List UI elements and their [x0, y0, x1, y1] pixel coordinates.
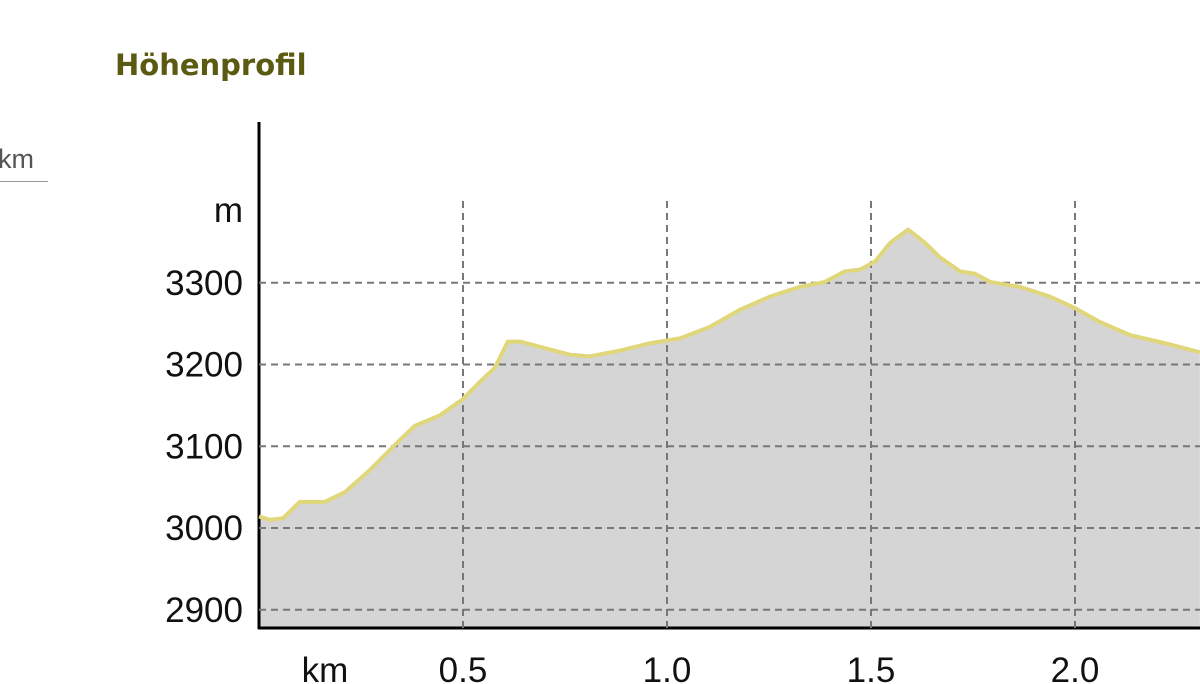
- x-axis-label: km: [302, 651, 349, 684]
- x-tick-label: 1.0: [643, 651, 692, 684]
- elevation-line: [258, 227, 1200, 522]
- y-tick-label: 3300: [165, 264, 243, 303]
- elevation-area: [259, 229, 1200, 629]
- x-tick-label: 0.5: [439, 651, 488, 684]
- y-tick-label: 3100: [165, 427, 243, 466]
- y-tick-label: 3000: [165, 509, 243, 548]
- y-axis-label: m: [214, 191, 243, 230]
- x-tick-label: 2.0: [1051, 651, 1100, 684]
- side-km-fragment: km: [0, 144, 48, 182]
- y-tick-label: 2900: [165, 591, 243, 630]
- section-title: Höhenprofil: [115, 48, 307, 82]
- y-tick-label: 3200: [165, 346, 243, 385]
- x-tick-label: 1.5: [847, 651, 896, 684]
